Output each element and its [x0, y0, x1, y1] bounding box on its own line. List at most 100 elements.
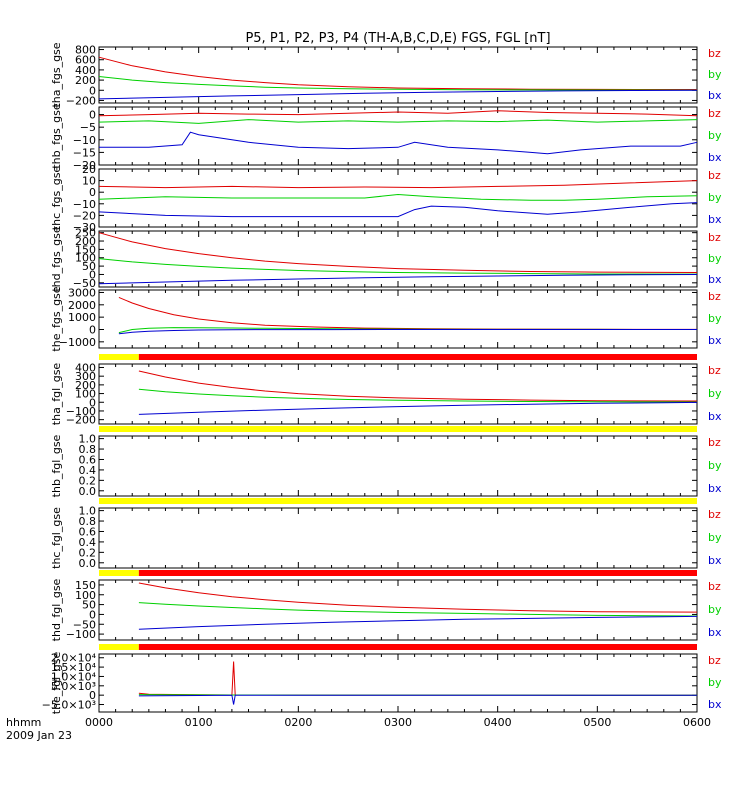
- legend-by: by: [708, 459, 722, 472]
- legend-by: by: [708, 129, 722, 142]
- panel-frame: [98, 230, 698, 288]
- panel-frame: [98, 507, 698, 569]
- series-line-bz: [118, 296, 698, 330]
- series-line-bx: [98, 274, 698, 285]
- series-line-bz: [98, 180, 698, 189]
- panel-thb_fgs_gse: −20−15−10−50 thb_fgs_gse bz by bx: [50, 103, 722, 172]
- series-line-bz: [138, 582, 698, 613]
- y-tick-label: −10: [73, 198, 96, 211]
- y-tick-label: 600: [75, 54, 96, 67]
- series-line-bx: [99, 131, 698, 155]
- series-line-by: [138, 388, 698, 403]
- y-axis-label: the_fgl_gse: [50, 652, 63, 715]
- quality-bar-good: [138, 644, 697, 650]
- legend-bz: bz: [708, 436, 721, 449]
- y-tick-label: 0.6: [79, 525, 97, 538]
- series-line-bx: [138, 694, 697, 705]
- panel-frame: [98, 363, 698, 425]
- legend-bx: bx: [708, 554, 722, 567]
- series-line-bz: [98, 110, 698, 117]
- y-tick-label: 0: [89, 268, 96, 281]
- panel-thb_fgl_gse: 0.00.20.40.60.81.0 thb_fgl_gse bz by bx: [50, 426, 722, 498]
- x-tick-label: 0400: [484, 716, 512, 729]
- y-tick-label: 1.0×10⁴: [51, 670, 97, 683]
- y-axis-label: the_fgs_gse: [50, 286, 63, 351]
- y-axis-label: thb_fgs_gse: [50, 103, 63, 169]
- x-tick-label: 0200: [284, 716, 312, 729]
- y-tick-label: 3000: [68, 286, 96, 299]
- quality-bar-none: [99, 426, 697, 432]
- y-tick-label: −100: [66, 405, 96, 418]
- time-axis-label: hhmm: [6, 716, 41, 729]
- series-line-bx: [138, 615, 698, 630]
- y-tick-label: 0: [89, 84, 96, 97]
- page-title: P5, P1, P2, P3, P4 (TH-A,B,C,D,E) FGS, F…: [245, 31, 550, 46]
- y-tick-label: −50: [73, 277, 96, 290]
- y-tick-label: 0.0: [79, 557, 97, 570]
- time-axis: 0000 0100 0200 0300 0400 0500 0600: [85, 716, 711, 729]
- series-line-bz: [98, 232, 698, 273]
- legend-by: by: [708, 531, 722, 544]
- y-tick-label: 0.4: [79, 464, 97, 477]
- legend-bx: bx: [708, 151, 722, 164]
- legend-by: by: [708, 676, 722, 689]
- series-line-by: [98, 76, 698, 91]
- series-line-by: [138, 602, 698, 617]
- y-tick-label: 200: [75, 235, 96, 248]
- x-tick-label: 0500: [583, 716, 611, 729]
- series-line-by: [98, 119, 698, 124]
- series-line-bx: [98, 89, 698, 100]
- quality-bar-none: [99, 354, 139, 360]
- y-tick-label: −50: [73, 618, 96, 631]
- y-tick-label: 0: [89, 186, 96, 199]
- legend-bx: bx: [708, 626, 722, 639]
- y-tick-label: 0: [89, 109, 96, 122]
- y-tick-label: 100: [75, 388, 96, 401]
- x-tick-label: 0600: [683, 716, 711, 729]
- panel-frame: [98, 289, 698, 349]
- date-label: 2009 Jan 23: [6, 729, 72, 742]
- y-tick-label: 0: [89, 608, 96, 621]
- y-tick-label: 1.0: [79, 433, 97, 446]
- y-axis-label: thc_fgl_gse: [50, 507, 63, 569]
- y-tick-label: −15: [73, 146, 96, 159]
- y-tick-label: 0.6: [79, 453, 97, 466]
- y-axis-label: thd_fgl_gse: [50, 578, 63, 641]
- y-tick-label: −5.0×10³: [42, 699, 96, 712]
- y-tick-label: 150: [75, 579, 96, 592]
- panel-frame: [98, 435, 698, 497]
- series-line-by: [98, 193, 698, 201]
- y-tick-label: 200: [75, 74, 96, 87]
- y-tick-label: 800: [75, 44, 96, 57]
- legend-bx: bx: [708, 482, 722, 495]
- y-tick-label: 20: [82, 163, 96, 176]
- series-line-bx: [138, 401, 698, 415]
- y-tick-label: 2.0×10⁴: [51, 652, 97, 665]
- series-line-bz: [138, 661, 697, 696]
- x-tick-label: 0300: [384, 716, 412, 729]
- y-tick-label: −200: [66, 94, 96, 107]
- legend-by: by: [708, 191, 722, 204]
- y-tick-label: −20: [73, 159, 96, 172]
- y-tick-label: −30: [73, 221, 96, 234]
- y-tick-label: 400: [75, 361, 96, 374]
- legend-bz: bz: [708, 654, 721, 667]
- y-tick-label: −10: [73, 134, 96, 147]
- y-tick-label: −5: [80, 121, 96, 134]
- legend-bx: bx: [708, 89, 722, 102]
- legend-bz: bz: [708, 508, 721, 521]
- series-line-by: [98, 258, 698, 275]
- y-tick-label: 100: [75, 589, 96, 602]
- y-tick-label: 0: [89, 323, 96, 336]
- y-tick-label: 0: [89, 689, 96, 702]
- legend-bz: bz: [708, 290, 721, 303]
- y-tick-label: −100: [66, 628, 96, 641]
- series-line-bx: [98, 202, 698, 218]
- legend-bz: bz: [708, 107, 721, 120]
- y-tick-label: 0: [89, 396, 96, 409]
- legend-bx: bx: [708, 213, 722, 226]
